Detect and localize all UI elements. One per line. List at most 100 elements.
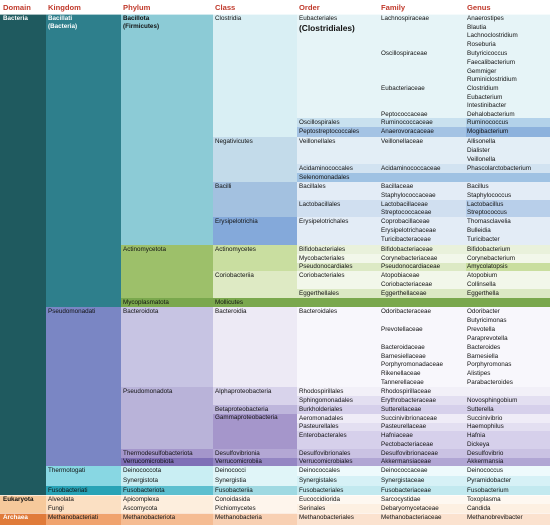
- band-oscillospirales-genus: [466, 118, 550, 127]
- order-eggerthellales: Eggerthellales: [299, 290, 339, 297]
- class-bacteroidia-cell: [213, 307, 297, 387]
- phylum-bacillota-cell: [121, 14, 213, 245]
- class-coriobacteriia-cell: [213, 271, 297, 298]
- family-debaryomycetaceae: Debaryomycetaceae: [381, 505, 439, 512]
- family-barnesiellaceae: Barnesiellaceae: [381, 353, 426, 360]
- family-lachnospiraceae: Lachnospiraceae: [381, 15, 429, 22]
- genus-hafnia: Hafnia: [467, 432, 486, 439]
- genus-paraprevotella: Paraprevotella: [467, 335, 508, 342]
- genus-eubacterium: Eubacterium: [467, 94, 503, 101]
- band-deinococcales: [297, 466, 550, 476]
- genus-bacillus: Bacillus: [467, 183, 489, 190]
- order-fusobacteriales: Fusobacteriales: [299, 487, 344, 494]
- class-negativicutes: Negativicutes: [215, 138, 253, 145]
- band-mycobacteriales: [297, 254, 550, 263]
- genus-staphylococcus: Staphylococcus: [467, 192, 512, 199]
- genus-porphyromonas: Porphyromonas: [467, 361, 512, 368]
- genus-haemophilus: Haemophilus: [467, 423, 504, 430]
- genus-akkermansia: Akkermansia: [467, 458, 504, 465]
- domain-bacteria: Bacteria: [3, 15, 28, 22]
- phylum-eukaryota-cell: [121, 495, 213, 513]
- genus-collinsella: Collinsella: [467, 281, 496, 288]
- family-hafniaceae: Hafniaceae: [381, 432, 413, 439]
- family-akkermansiaceae: Akkermansiaceae: [381, 458, 432, 465]
- genus-lachnoclostridium: Lachnoclostridium: [467, 32, 518, 39]
- class-conoidasida: Conoidasida: [215, 496, 251, 503]
- header-genus: Genus: [467, 3, 491, 12]
- class-thermotogati-cell: [213, 466, 297, 486]
- family-oscillospiraceae: Oscillospiraceae: [381, 50, 428, 57]
- genus-sutterella: Sutterella: [467, 406, 494, 413]
- family-rhodospirillaceae: Rhodospirillaceae: [381, 388, 432, 395]
- family-pectobacteriaceae: Pectobacteriaceae: [381, 441, 434, 448]
- band-verrucomicrobiales: [297, 458, 550, 466]
- class-betaproteobacteria: Betaproteobacteria: [215, 406, 269, 413]
- genus-corynebacterium: Corynebacterium: [467, 255, 515, 262]
- family-eubacteriaceae: Eubacteriaceae: [381, 85, 425, 92]
- genus-streptococcus: Streptococcus: [467, 209, 507, 216]
- genus-barnesiella: Barnesiella: [467, 353, 499, 360]
- phylum-mycoplasmatota-cell: [121, 298, 213, 307]
- class-fusobacteriia: Fusobacteriia: [215, 487, 253, 494]
- family-pseudonocardiaceae: Pseudonocardiaceae: [381, 263, 441, 270]
- class-clostridia-cell: [213, 14, 297, 137]
- phylum-fusobacteriota: Fusobacteriota: [123, 487, 165, 494]
- kingdom-bacillati-alt: (Bacteria): [48, 23, 78, 30]
- family-deinococcaceae: Deinococcaceae: [381, 467, 428, 474]
- band-enterobacterales: [297, 431, 550, 449]
- family-odoribacteraceae: Odoribacteraceae: [381, 308, 432, 315]
- order-synergistales: Synergistales: [299, 477, 337, 484]
- order-pasteurellales: Pasteurellales: [299, 423, 339, 430]
- kingdom-alveolata: Alveolata: [48, 496, 74, 503]
- band-aeromonadales: [297, 414, 550, 423]
- kingdom-eukaryota-cell: [46, 495, 121, 513]
- order-acidaminococcales: Acidaminococcales: [299, 165, 353, 172]
- order-deinococcales: Deinococcales: [299, 467, 340, 474]
- header-family: Family: [381, 3, 406, 12]
- genus-anaerostipes: Anaerostipes: [467, 15, 504, 22]
- phylum-bacteroidota-cell: [121, 307, 213, 387]
- family-peptococcaceae: Peptococcaceae: [381, 111, 428, 118]
- domain-archaea-cell: [0, 513, 46, 525]
- band-methanobacteriales: [297, 513, 550, 525]
- phylum-verrucomicrobiota-cell: [121, 458, 213, 466]
- genus-thomasclavelia: Thomasclavelia: [467, 218, 511, 225]
- order-eubacteriales: Eubacteriales: [299, 15, 338, 22]
- phylum-pseudomonadota-cell: [121, 387, 213, 449]
- phylum-bacillota: Bacillota: [123, 15, 150, 22]
- class-gammaproteobacteria: Gammaproteobacteria: [215, 414, 278, 421]
- band-acidaminococcales: [297, 164, 550, 173]
- order-methanobacteriales: Methanobacteriales: [299, 514, 354, 521]
- band-eggerthellales: [297, 289, 550, 298]
- order-selenomonadales: Selenomonadales: [299, 174, 350, 181]
- band-bifidobacteriales: [297, 245, 550, 254]
- band-bacillales: [297, 182, 550, 200]
- family-rikenellaceae: Rikenellaceae: [381, 370, 421, 377]
- order-oscillospirales: Oscillospirales: [299, 119, 340, 126]
- band-sphingomonadales: [297, 396, 550, 405]
- band-synergistales: [297, 476, 550, 486]
- class-mollicutes-cell: [213, 298, 550, 307]
- class-archaea-cell: [213, 513, 297, 525]
- order-rhodospirillales: Rhodospirillales: [299, 388, 344, 395]
- band-peptostreptococcales-genus: [466, 127, 550, 137]
- genus-alistipes: Alistipes: [467, 370, 491, 377]
- genus-bulleidia: Bulleidia: [467, 227, 491, 234]
- family-staphylococcaceae: Staphylococcaceae: [381, 192, 436, 199]
- genus-pyramidobacter: Pyramidobacter: [467, 477, 512, 484]
- genus-phascolarctobacterium: Phascolarctobacterium: [467, 165, 532, 172]
- order-aeromonadales: Aeromonadales: [299, 415, 344, 422]
- kingdom-thermotogati-cell: [46, 466, 121, 486]
- genus-odoribacter: Odoribacter: [467, 308, 500, 315]
- class-gammaproteo-cell: [213, 414, 297, 449]
- genus-prevotella: Prevotella: [467, 326, 496, 333]
- phylum-ascomycota: Ascomycota: [123, 505, 158, 512]
- family-sarcocystidae: Sarcocystidae: [381, 496, 421, 503]
- genus-ruminiclostridium: Ruminiclostridium: [467, 76, 517, 83]
- band-pasteurellales: [297, 423, 550, 431]
- genus-dialister: Dialister: [467, 147, 490, 154]
- family-atopobiaceae: Atopobiaceae: [381, 272, 420, 279]
- order-desulfovibrionales: Desulfovibrionales: [299, 450, 351, 457]
- phylum-actinomycetota-cell: [121, 245, 213, 298]
